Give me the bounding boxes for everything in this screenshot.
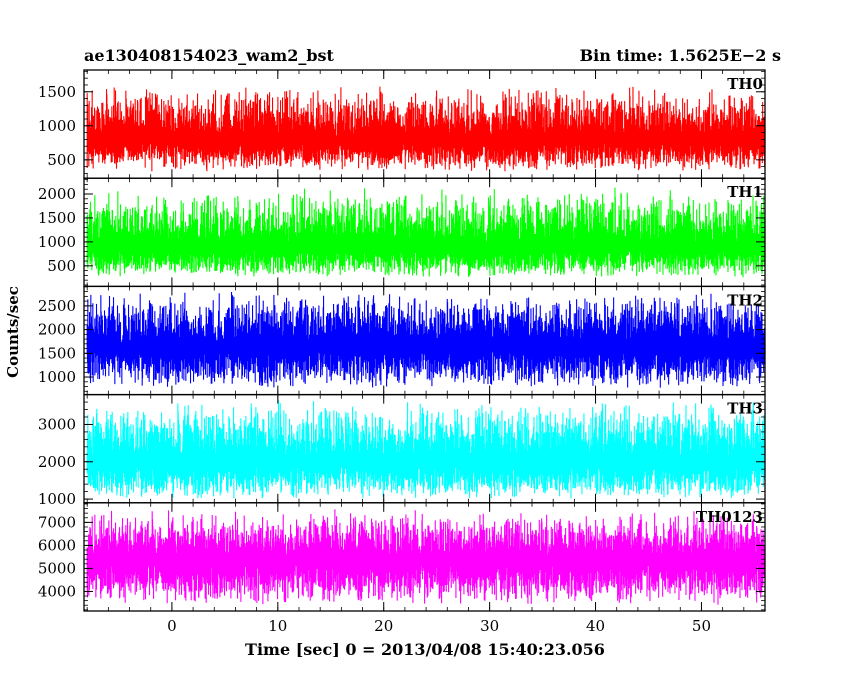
x-tick-label: 0 (167, 617, 177, 635)
y-tick-label: 1500 (38, 83, 76, 101)
y-tick-label: 1500 (38, 344, 76, 362)
series-th0-curve (86, 86, 766, 172)
x-axis-label: Time [sec] 0 = 2013/04/08 15:40:23.056 (245, 640, 605, 659)
y-axis-label: Counts/sec (4, 286, 22, 378)
y-tick-label: 2500 (38, 297, 76, 315)
y-tick-label: 1000 (38, 490, 76, 508)
series-th0123-curve (86, 509, 766, 605)
y-tick-label: 1000 (38, 368, 76, 386)
panel-label-th1: TH1 (727, 183, 763, 201)
plot-title: ae130408154023_wam2_bst (84, 46, 335, 65)
series-th2-curve (86, 292, 766, 388)
panel-label-th0123: TH0123 (696, 508, 763, 526)
y-tick-label: 500 (47, 257, 76, 275)
x-tick-label: 30 (480, 617, 499, 635)
y-tick-label: 7000 (38, 513, 76, 531)
y-tick-label: 3000 (38, 415, 76, 433)
y-tick-label: 1000 (38, 117, 76, 135)
panel-label-th3: TH3 (727, 400, 763, 418)
y-tick-label: 1500 (38, 209, 76, 227)
x-tick-label: 10 (268, 617, 287, 635)
x-tick-label: 50 (692, 617, 711, 635)
x-tick-label: 40 (586, 617, 605, 635)
bin-time-label: Bin time: 1.5625E−2 s (580, 46, 781, 65)
y-tick-label: 500 (47, 151, 76, 169)
y-tick-label: 2000 (38, 321, 76, 339)
y-tick-label: 5000 (38, 559, 76, 577)
y-tick-label: 2000 (38, 185, 76, 203)
x-tick-label: 20 (374, 617, 393, 635)
y-tick-label: 6000 (38, 536, 76, 554)
panel-label-th0: TH0 (727, 75, 763, 93)
panel-label-th2: TH2 (727, 291, 763, 309)
y-tick-label: 4000 (38, 582, 76, 600)
series-th3-curve (86, 399, 766, 499)
series-th1-curve (86, 187, 766, 278)
panel-frame-th0123 (83, 502, 766, 612)
y-tick-label: 2000 (38, 453, 76, 471)
y-tick-label: 1000 (38, 233, 76, 251)
